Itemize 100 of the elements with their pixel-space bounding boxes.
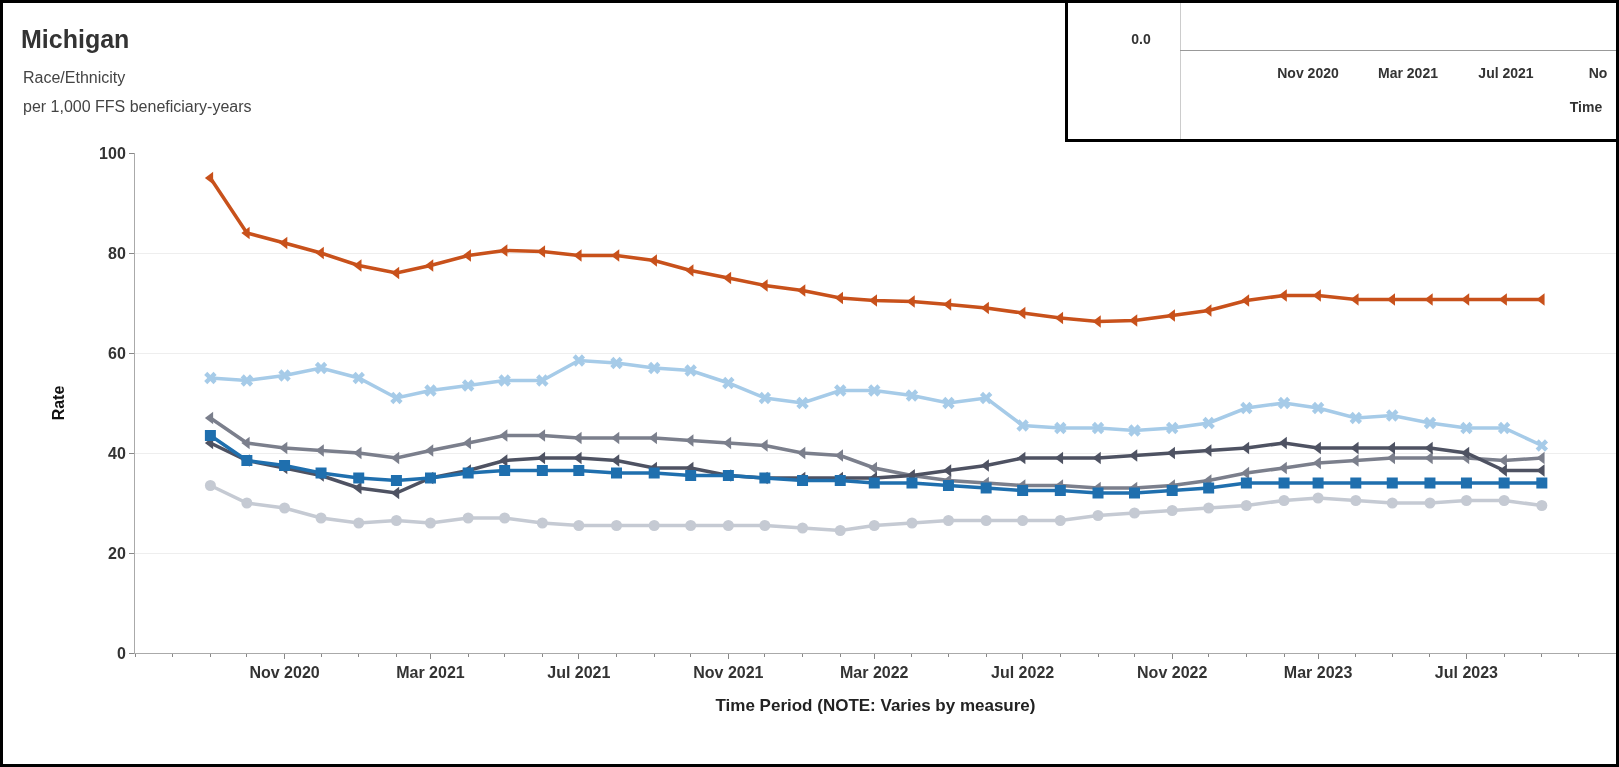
point [1240, 294, 1250, 307]
point [204, 371, 217, 385]
point [1386, 497, 1398, 509]
point [279, 502, 291, 514]
point [906, 517, 918, 529]
point [461, 379, 475, 392]
point [906, 477, 918, 489]
point [1017, 485, 1029, 496]
point [1460, 477, 1472, 489]
y-tick-label: 20 [108, 544, 126, 562]
text: Mar 2021 [1378, 65, 1438, 81]
point [980, 482, 992, 494]
point [390, 391, 403, 405]
point [868, 477, 880, 489]
point [611, 467, 623, 479]
point [1498, 495, 1510, 506]
y-tick-label: 80 [108, 244, 126, 262]
point [722, 520, 734, 531]
point [834, 525, 846, 536]
y-tick-label: 40 [108, 444, 126, 462]
point [536, 465, 548, 476]
point [204, 430, 216, 441]
point [797, 522, 809, 534]
text: No [1588, 65, 1608, 81]
point [536, 374, 549, 387]
point [722, 436, 732, 450]
point [204, 171, 214, 185]
point [278, 369, 291, 382]
point [390, 266, 400, 280]
point [1166, 485, 1178, 496]
point [1091, 421, 1105, 435]
x-tick-label: Jul 2021 [547, 664, 611, 682]
point [1202, 416, 1215, 430]
text: 0.0 [1131, 31, 1151, 47]
point [685, 470, 697, 481]
point [1536, 477, 1548, 489]
point [1497, 421, 1511, 435]
point [1536, 500, 1548, 511]
point [1423, 416, 1437, 430]
point [685, 520, 697, 531]
point [1128, 487, 1140, 499]
point [1424, 497, 1436, 509]
point [1054, 451, 1064, 465]
point [1386, 451, 1396, 465]
point [390, 451, 400, 465]
point [1166, 505, 1178, 516]
point [390, 475, 402, 486]
point [1460, 495, 1472, 506]
point [241, 497, 253, 509]
point [314, 361, 328, 375]
point [648, 520, 660, 531]
x-tick-label: Nov 2020 [249, 664, 320, 682]
point [315, 512, 327, 524]
point [462, 512, 474, 524]
point [279, 460, 291, 471]
point [868, 384, 881, 397]
point [573, 465, 585, 476]
point [758, 391, 772, 405]
y-tick-label: 60 [108, 344, 126, 362]
y-tick-label: 100 [99, 144, 126, 162]
point [1054, 421, 1067, 435]
point [1498, 477, 1510, 489]
text: Time [1569, 99, 1603, 115]
point [1016, 419, 1029, 432]
point [647, 361, 661, 375]
point [611, 520, 623, 531]
point [424, 517, 436, 529]
point [536, 451, 546, 465]
point [1386, 409, 1399, 422]
point [1311, 401, 1325, 415]
point [1386, 477, 1398, 489]
point [424, 384, 437, 397]
x-tick-label: Mar 2021 [396, 664, 465, 682]
point [498, 374, 511, 387]
point [536, 517, 548, 529]
point [1350, 477, 1362, 489]
chart-subtitle: Race/Ethnicity [23, 69, 126, 87]
point [1277, 396, 1291, 410]
point [573, 520, 585, 531]
y-axis-title: Rate [50, 385, 67, 421]
point [1312, 477, 1324, 489]
point [390, 515, 402, 526]
point [424, 259, 434, 272]
point [722, 376, 735, 390]
point [797, 475, 809, 486]
point [834, 475, 846, 486]
y-tick-label: 0 [116, 644, 126, 662]
point [1092, 487, 1104, 499]
point [424, 444, 434, 457]
point [1240, 401, 1253, 415]
point [1278, 477, 1290, 489]
point [240, 374, 254, 387]
point [610, 356, 623, 370]
point [905, 389, 919, 402]
point [979, 391, 993, 405]
point [1312, 492, 1324, 504]
point [1535, 439, 1549, 452]
point [1240, 477, 1252, 489]
point [980, 515, 992, 526]
point [868, 461, 878, 475]
